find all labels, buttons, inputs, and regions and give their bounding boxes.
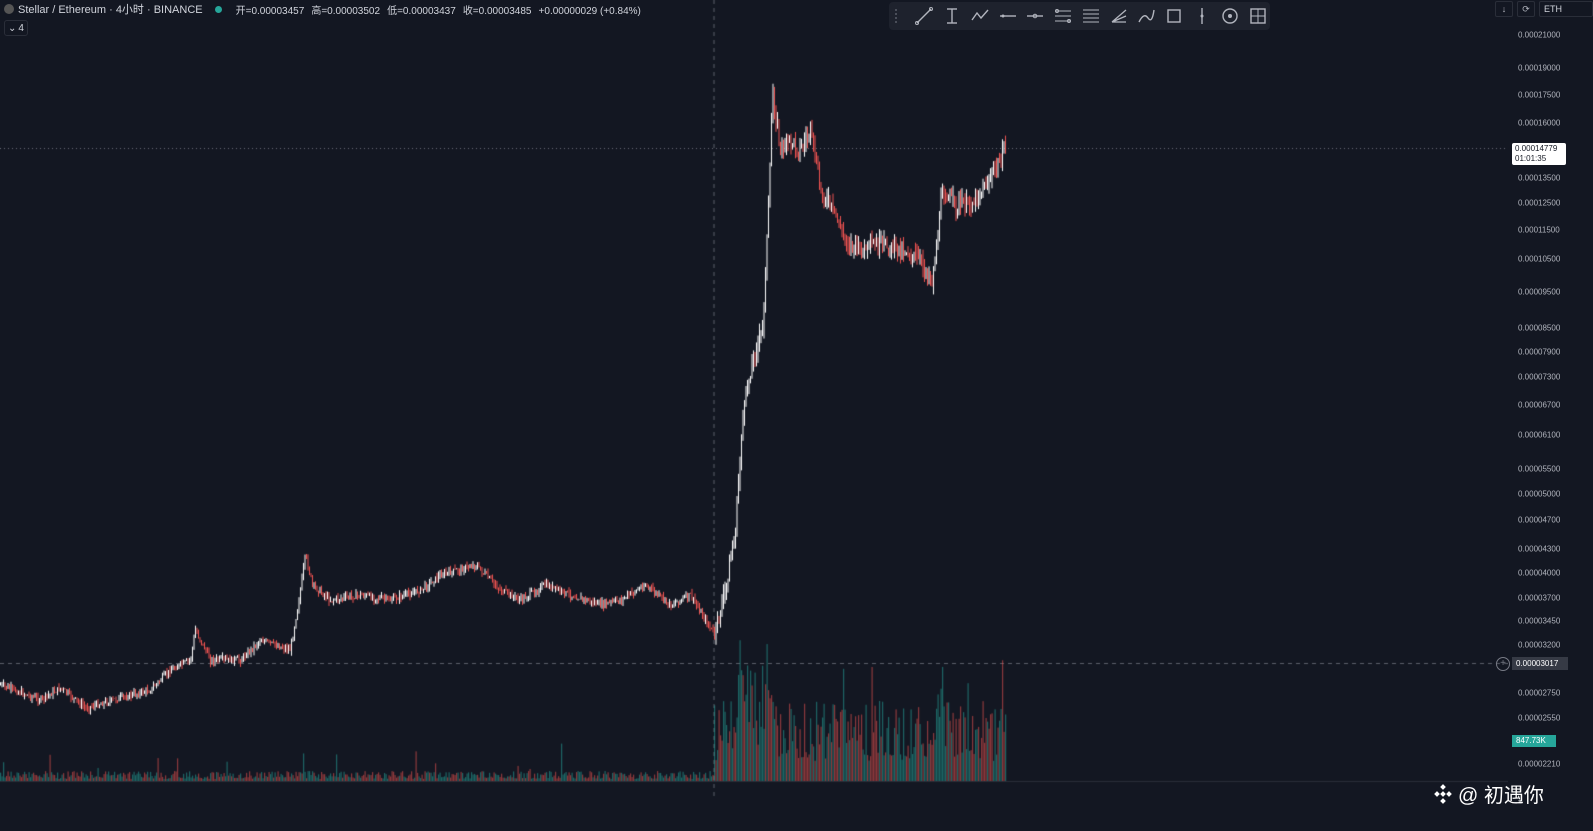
low-value: 低=0.00003437 bbox=[387, 5, 456, 17]
price-tick-label: 0.00003200 bbox=[1518, 640, 1561, 650]
indicators-collapse-button[interactable]: ⌄ 4 bbox=[4, 20, 28, 36]
symbol-title: Stellar / Ethereum · 4小时 · BINANCE bbox=[18, 4, 203, 16]
chevron-down-icon: ⌄ bbox=[8, 22, 17, 34]
trend-line-icon[interactable] bbox=[912, 5, 937, 27]
price-tick-label: 0.00003450 bbox=[1518, 616, 1561, 626]
price-tick-label: 0.00005500 bbox=[1518, 464, 1561, 474]
price-tick-label: 0.00004000 bbox=[1518, 568, 1561, 578]
price-tick-label: 0.00013500 bbox=[1518, 173, 1561, 183]
price-tick-label: 0.00021000 bbox=[1518, 30, 1561, 40]
change-value: +0.00000029 (+0.84%) bbox=[538, 5, 641, 17]
countdown-value: 01:01:35 bbox=[1515, 154, 1547, 163]
table-icon[interactable] bbox=[1245, 5, 1270, 27]
drag-handle-icon[interactable] bbox=[895, 9, 903, 23]
ohlc-values: 开=0.00003457 高=0.00003502 低=0.00003437 收… bbox=[236, 2, 645, 17]
symbol-logo-icon bbox=[4, 4, 14, 14]
watermark-text: @ 初遇你 bbox=[1458, 785, 1544, 807]
last-price-label: 0.00014779 01:01:35 bbox=[1512, 143, 1566, 165]
vertical-measure-icon[interactable] bbox=[940, 5, 965, 27]
price-tick-label: 0.00005000 bbox=[1518, 489, 1561, 499]
price-tick-label: 0.00002750 bbox=[1518, 688, 1561, 698]
path-icon[interactable] bbox=[967, 5, 992, 27]
price-tick-label: 0.00007900 bbox=[1518, 347, 1561, 357]
fib-retracement-icon[interactable] bbox=[1079, 5, 1104, 27]
last-price-value: 0.00014779 bbox=[1515, 144, 1558, 153]
close-value: 收=0.00003485 bbox=[462, 5, 532, 17]
vertical-line-icon[interactable] bbox=[1190, 5, 1215, 27]
drawing-toolbar bbox=[889, 2, 1270, 30]
price-tick-label: 0.00004300 bbox=[1518, 544, 1561, 554]
price-tick-label: 0.00011500 bbox=[1518, 225, 1560, 235]
rectangle-icon[interactable] bbox=[1162, 5, 1187, 27]
market-status-icon bbox=[214, 5, 222, 13]
crosshair-price-label: 0.00003017 bbox=[1512, 657, 1568, 670]
price-axis[interactable]: 0.00021000 0.00019000 0.00017500 0.00016000… bbox=[1508, 0, 1593, 800]
price-tick-label: 0.00009500 bbox=[1518, 287, 1561, 297]
brush-icon[interactable] bbox=[1134, 5, 1159, 27]
parallel-channel-icon[interactable] bbox=[1051, 5, 1076, 27]
volume-label: 847.73K bbox=[1512, 735, 1556, 747]
price-tick-label: 0.00010500 bbox=[1518, 254, 1561, 264]
price-tick-label: 0.00002550 bbox=[1518, 713, 1561, 723]
price-tick-label: 0.00017500 bbox=[1518, 90, 1561, 100]
collapse-count: 4 bbox=[18, 22, 24, 34]
price-tick-label: 0.00019000 bbox=[1518, 63, 1561, 73]
open-value: 开=0.00003457 bbox=[235, 5, 305, 17]
price-tick-label: 0.00006700 bbox=[1518, 400, 1561, 410]
price-tick-label: 0.00016000 bbox=[1518, 118, 1561, 128]
sync-icon[interactable]: ⟳ bbox=[1517, 1, 1535, 17]
top-right-controls: ↓ ⟳ ETH bbox=[1495, 0, 1593, 18]
price-tick-label: 0.00003700 bbox=[1518, 593, 1561, 603]
chart-header: Stellar / Ethereum · 4小时 · BINANCE 开=0.0… bbox=[0, 0, 645, 18]
watermark: @ 初遇你 bbox=[1432, 779, 1544, 808]
price-tick-label: 0.00004700 bbox=[1518, 515, 1561, 525]
price-tick-label: 0.00007300 bbox=[1518, 372, 1561, 382]
price-chart-canvas[interactable] bbox=[0, 0, 1508, 800]
price-tick-label: 0.00006100 bbox=[1518, 430, 1561, 440]
pitchfork-icon[interactable] bbox=[1106, 5, 1131, 27]
price-tick-label: 0.00008500 bbox=[1518, 323, 1561, 333]
binance-logo-icon bbox=[1434, 783, 1452, 804]
symbol-info[interactable]: Stellar / Ethereum · 4小时 · BINANCE bbox=[0, 1, 203, 17]
add-alert-icon[interactable]: + bbox=[1496, 657, 1510, 671]
down-arrow-icon[interactable]: ↓ bbox=[1495, 1, 1513, 17]
high-value: 高=0.00003502 bbox=[311, 5, 381, 17]
horizontal-ray-icon[interactable] bbox=[1023, 5, 1048, 27]
horizontal-line-icon[interactable] bbox=[995, 5, 1020, 27]
circle-icon[interactable] bbox=[1217, 5, 1242, 27]
price-tick-label: 0.00002210 bbox=[1518, 759, 1561, 769]
price-tick-label: 0.00012500 bbox=[1518, 198, 1561, 208]
